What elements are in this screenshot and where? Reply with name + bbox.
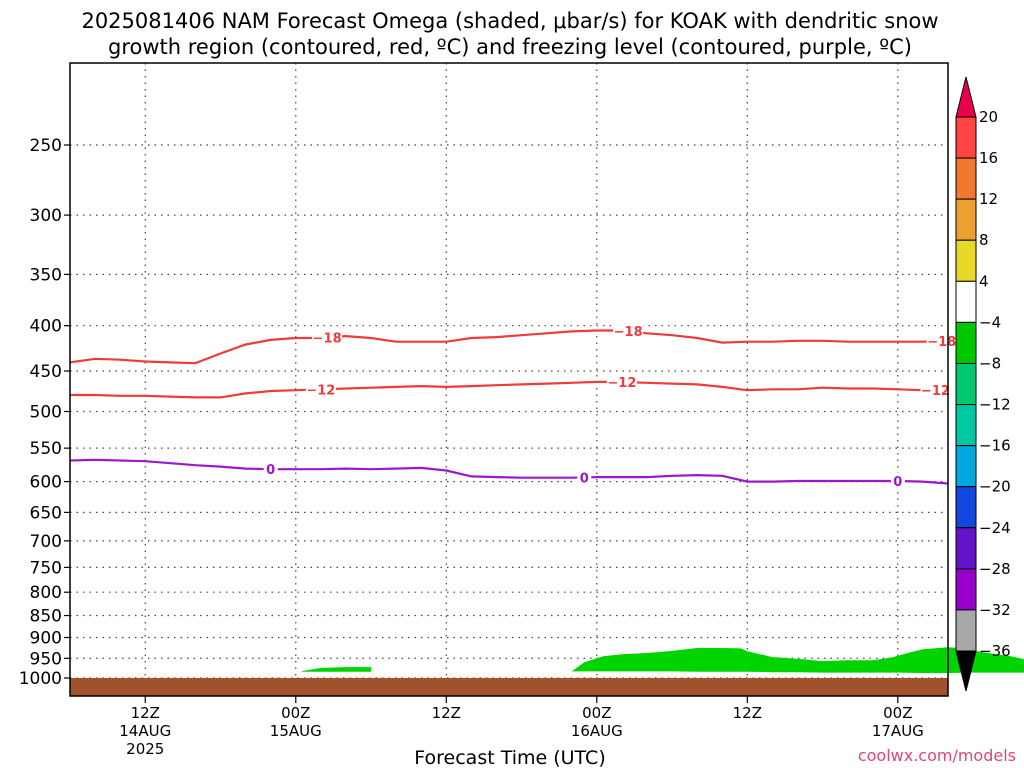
x-tick-label-0: 12Z [131, 704, 160, 722]
contour-label-0-0: −18 [313, 332, 342, 347]
colorbar: 20 16 12 8 4 −4 −8 −12 −16 −20 −24 −28 −32 −36 [955, 76, 1011, 692]
y-tick-label-450: 450 [30, 362, 62, 382]
y-tick-label-950: 950 [30, 649, 62, 669]
y-tick-label-800: 800 [30, 583, 62, 603]
omega-shading [302, 647, 1024, 673]
colorbar-segment-6 [955, 362, 977, 406]
contour-labels: −18 −18 −18 −12 −12 −12 0 0 0 [263, 323, 957, 490]
colorbar-segment-11 [955, 568, 977, 611]
contour-label-bg-1-2 [920, 382, 951, 399]
x-tick-label-3: 00Z [582, 704, 611, 722]
omega-region-0 [302, 667, 371, 672]
colorbar-segment-0 [955, 116, 977, 159]
grid-lines [70, 63, 948, 696]
colorbar-label-6: −8 [979, 354, 1001, 372]
colorbar-label-13: −36 [979, 642, 1011, 660]
colorbar-segment-9 [955, 486, 977, 529]
x-tick-label-5: 00Z [883, 704, 912, 722]
terrain-fill [70, 678, 948, 696]
colorbar-label-4: 4 [979, 272, 989, 290]
contour-label-bg-0-1 [613, 323, 644, 340]
contour-line-1 [70, 380, 948, 399]
x-tick-label-1: 00Z [281, 704, 310, 722]
contour-label-bg-0-0 [312, 329, 343, 346]
y-tick-label-750: 750 [30, 558, 62, 578]
chart-title-line2: growth region (contoured, red, ºC) and f… [108, 35, 912, 59]
colorbar-label-7: −12 [979, 396, 1011, 414]
colorbar-label-2: 12 [979, 190, 998, 208]
y-tick-label-600: 600 [30, 473, 62, 493]
contour-label-0-2: −18 [927, 335, 956, 350]
y-tick-label-350: 350 [30, 265, 62, 285]
contour-label-2-1: 0 [580, 471, 589, 486]
contour-line-0 [69, 329, 949, 365]
contour-line-2 [69, 458, 949, 485]
contour-label-1-1: −12 [607, 376, 636, 391]
y-tick-label-650: 650 [30, 503, 62, 523]
plot-border [69, 62, 949, 697]
plot-area [70, 63, 948, 696]
y-tick-label-850: 850 [30, 607, 62, 627]
terrain-block [70, 678, 948, 696]
contour-label-0-1: −18 [614, 325, 643, 340]
y-tick-label-400: 400 [30, 317, 62, 337]
colorbar-label-12: −32 [979, 601, 1011, 619]
colorbar-label-10: −24 [979, 519, 1011, 537]
x-tick-label-2: 12Z [432, 704, 461, 722]
y-tick-label-300: 300 [30, 206, 62, 226]
colorbar-segment-12 [955, 609, 977, 652]
temperature-contours [69, 329, 949, 485]
y-tick-label-1000: 1000 [19, 669, 62, 689]
colorbar-label-1: 16 [979, 149, 998, 167]
colorbar-label-3: 8 [979, 231, 989, 249]
colorbar-segment-10 [955, 527, 977, 570]
y-tick-label-700: 700 [30, 532, 62, 552]
colorbar-label-5: −4 [979, 313, 1001, 331]
contour-label-1-2: −12 [921, 384, 950, 399]
contour-label-2-2: 0 [893, 475, 902, 490]
colorbar-label-9: −20 [979, 478, 1011, 496]
colorbar-label-0: 20 [979, 108, 998, 126]
contour-label-bg-2-2 [890, 472, 905, 489]
x-tick-date-3: 16AUG [571, 722, 623, 740]
omega-region-1 [571, 647, 1024, 673]
x-tick-year-0: 2025 [126, 740, 164, 758]
colorbar-bottom-triangle [955, 650, 977, 692]
colorbar-segment-5 [955, 321, 977, 364]
contour-label-bg-1-0 [305, 381, 336, 398]
contour-label-bg-2-0 [263, 461, 278, 478]
x-tick-label-4: 12Z [733, 704, 762, 722]
y-axis-ticks: 2503003504004505005506006507007508008509… [19, 136, 70, 689]
colorbar-top-triangle [955, 76, 977, 118]
colorbar-segment-2 [955, 198, 977, 241]
colorbar-label-8: −16 [979, 437, 1011, 455]
colorbar-segment-7 [955, 404, 977, 447]
y-tick-label-250: 250 [30, 136, 62, 156]
x-axis-label: Forecast Time (UTC) [414, 747, 605, 768]
y-tick-label-500: 500 [30, 403, 62, 423]
contour-label-2-0: 0 [266, 463, 275, 478]
x-tick-date-0: 14AUG [119, 722, 171, 740]
colorbar-segment-1 [955, 157, 977, 200]
chart-title-line1: 2025081406 NAM Forecast Omega (shaded, μ… [81, 9, 938, 33]
contour-label-bg-1-1 [606, 373, 637, 390]
colorbar-label-11: −28 [979, 560, 1011, 578]
x-tick-date-5: 17AUG [872, 722, 924, 740]
contour-label-bg-0-2 [926, 333, 957, 350]
x-tick-date-1: 15AUG [270, 722, 322, 740]
colorbar-segment-8 [955, 445, 977, 488]
colorbar-segment-3 [955, 239, 977, 282]
colorbar-segment-4 [955, 280, 977, 323]
contour-label-1-0: −12 [306, 383, 335, 398]
credit-text: coolwx.com/models [858, 746, 1016, 765]
y-tick-label-550: 550 [30, 439, 62, 459]
y-tick-label-900: 900 [30, 628, 62, 648]
contour-label-bg-2-1 [577, 469, 592, 486]
